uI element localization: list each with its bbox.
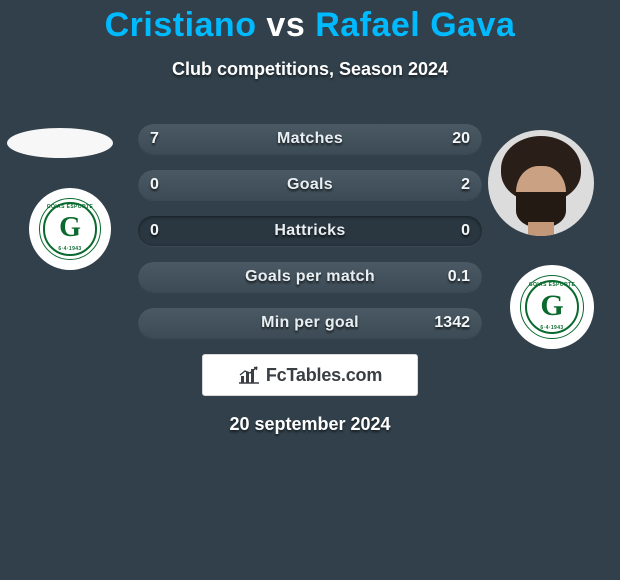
stat-right-value: 0.1 [448,262,470,292]
right-player-column: GOIAS ESPORTE G 6·4·1943 [490,124,620,349]
goias-logo-icon: GOIAS ESPORTE G 6·4·1943 [520,275,584,339]
goias-logo-icon: GOIAS ESPORTE G 6·4·1943 [39,198,101,260]
vs-separator: vs [266,6,305,44]
stat-right-value: 1342 [434,308,470,338]
player1-club-badge: GOIAS ESPORTE G 6·4·1943 [29,188,111,270]
player1-name: Cristiano [105,6,257,44]
stat-label: Goals per match [138,262,482,292]
stat-row-min-per-goal: Min per goal 1342 [138,308,482,338]
footer-date: 20 september 2024 [0,414,620,435]
player2-photo [488,130,594,236]
player2-name: Rafael Gava [315,6,515,44]
stat-row-matches: 7 Matches 20 [138,124,482,154]
stat-right-value: 0 [461,216,470,246]
brand-box: FcTables.com [202,354,418,396]
subtitle: Club competitions, Season 2024 [0,59,620,80]
stat-label: Matches [138,124,482,154]
stat-right-value: 2 [461,170,470,200]
comparison-title: Cristiano vs Rafael Gava [0,0,620,45]
stat-label: Goals [138,170,482,200]
stat-label: Hattricks [138,216,482,246]
stat-right-value: 20 [452,124,470,154]
stat-row-goals: 0 Goals 2 [138,170,482,200]
comparison-content: GOIAS ESPORTE G 6·4·1943 GOIAS ESPORTE G… [0,124,620,338]
stat-row-goals-per-match: Goals per match 0.1 [138,262,482,292]
left-player-column: GOIAS ESPORTE G 6·4·1943 [0,124,120,270]
stat-label: Min per goal [138,308,482,338]
bar-chart-icon [238,366,260,384]
player1-photo [7,128,113,158]
brand-text: FcTables.com [266,365,382,386]
stat-row-hattricks: 0 Hattricks 0 [138,216,482,246]
player2-club-badge: GOIAS ESPORTE G 6·4·1943 [510,265,594,349]
stat-bars: 7 Matches 20 0 Goals 2 0 Hattricks 0 Goa… [138,124,482,338]
